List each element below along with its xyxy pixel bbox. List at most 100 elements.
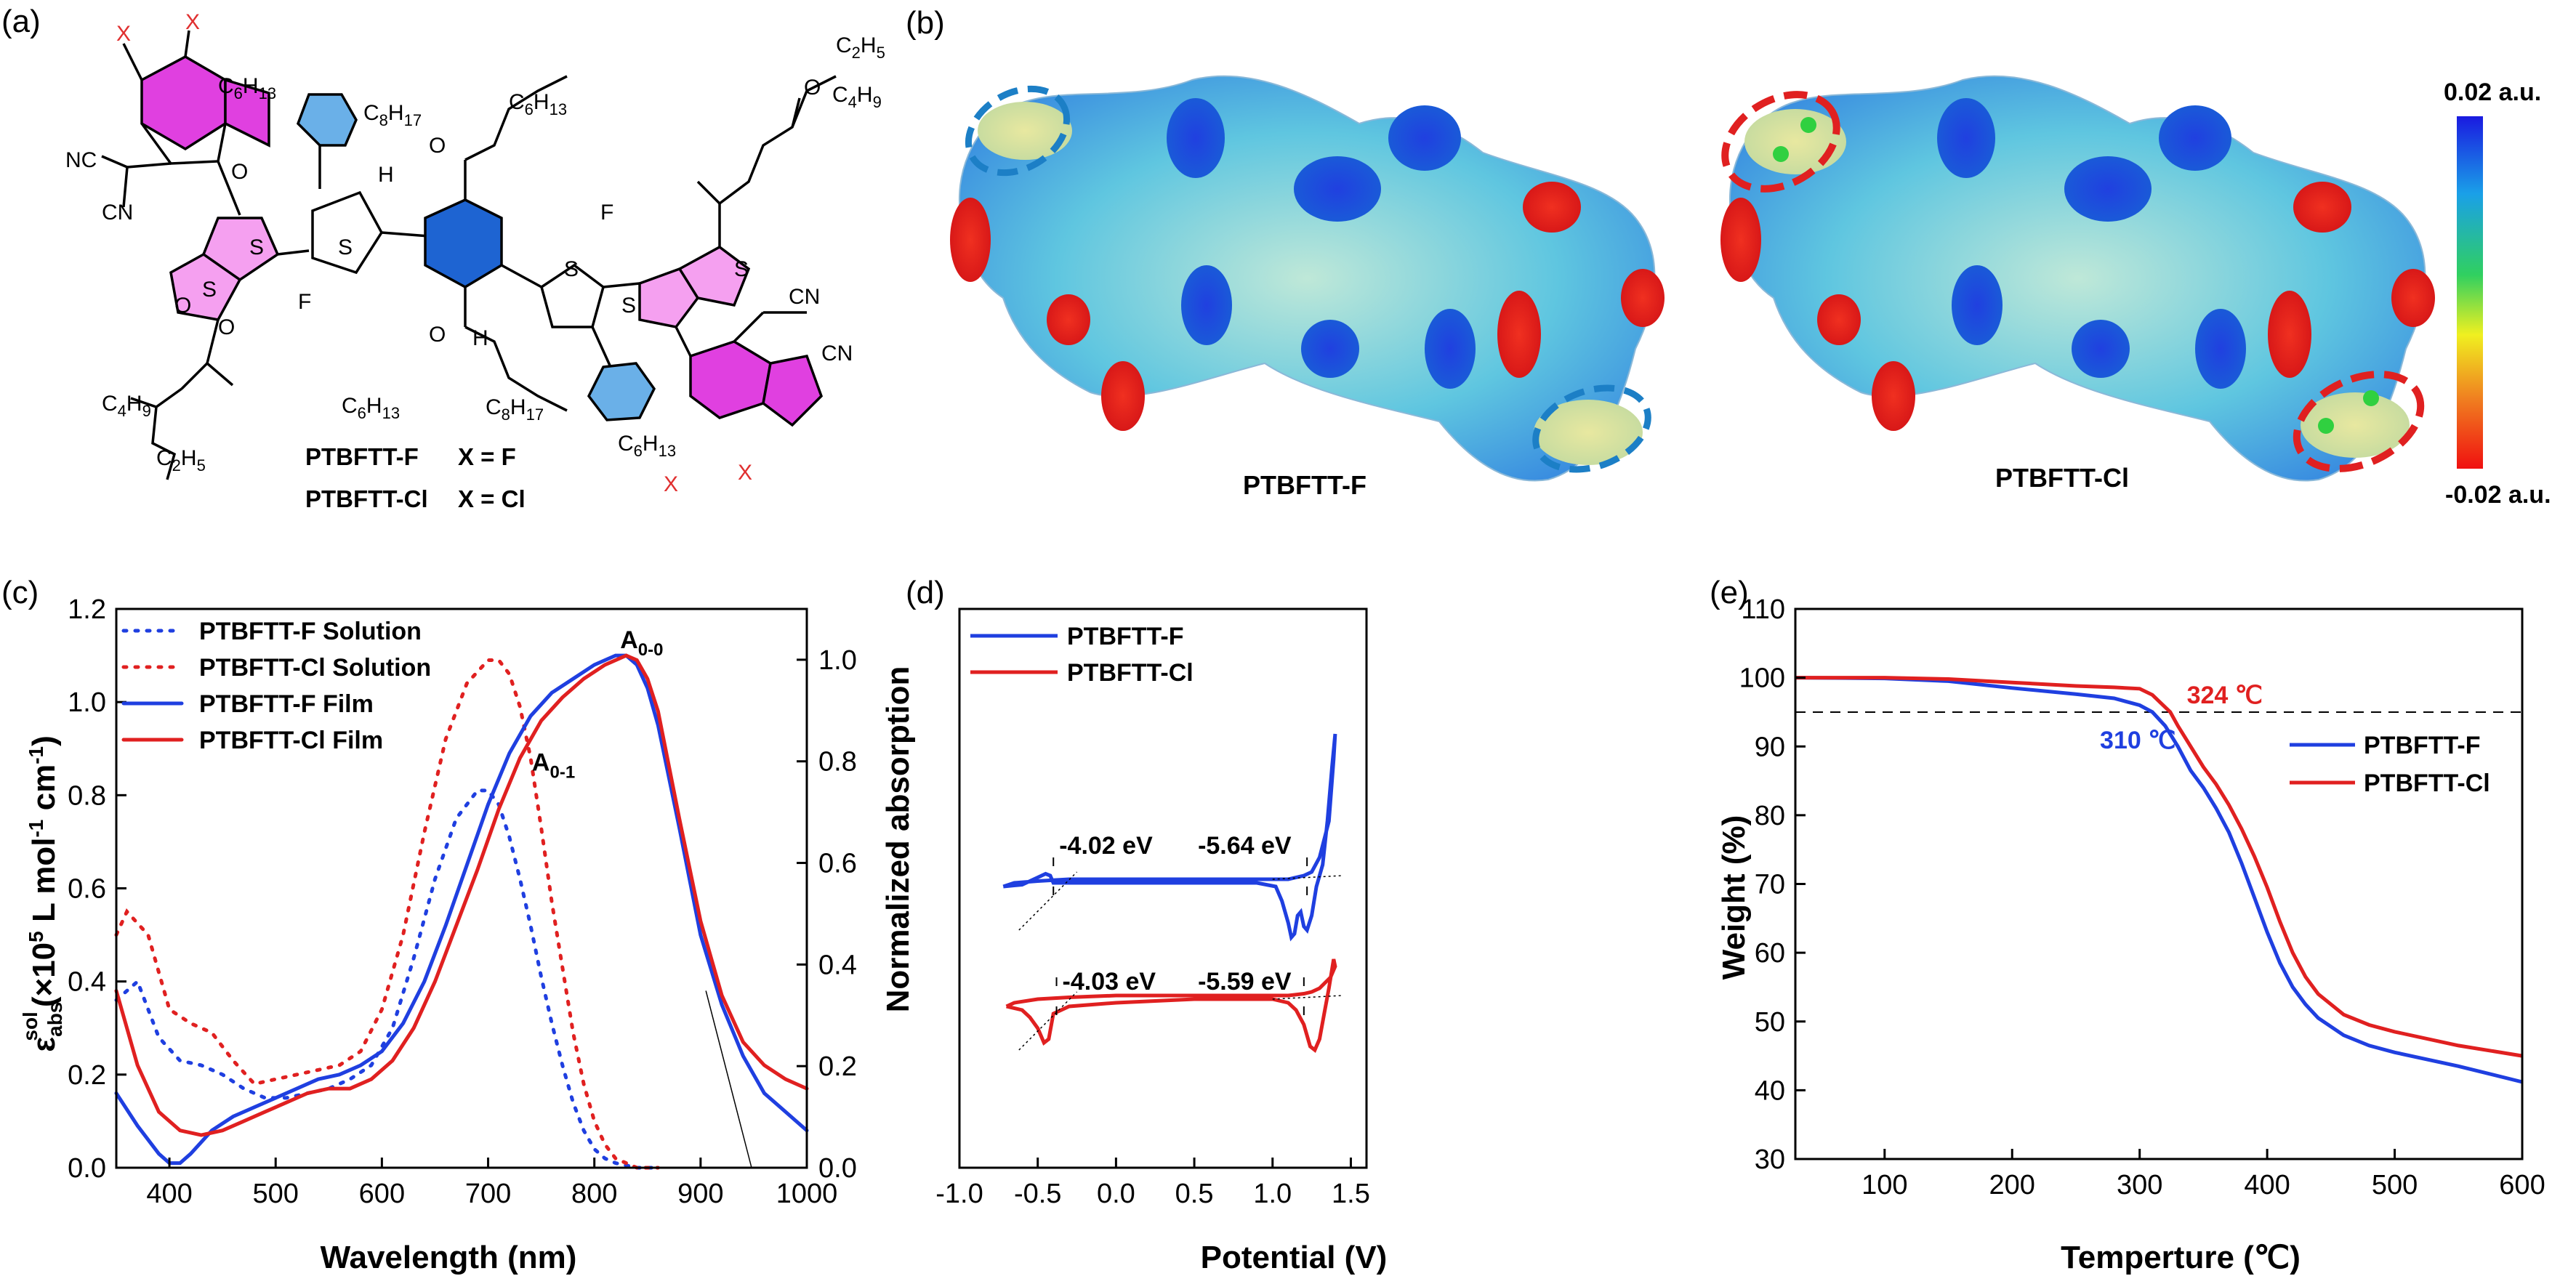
legend-name-f: PTBFTT-F <box>305 443 419 470</box>
absorption-x-tick-label: 900 <box>677 1179 723 1209</box>
cv-tangent <box>1272 995 1343 1000</box>
atom-x-4: X <box>738 461 752 485</box>
absorption-y-label-left: εabssol(×105 L mol-1 cm-1) <box>19 735 66 1052</box>
atom-h-2: H <box>472 326 488 350</box>
atom-s-5: S <box>621 294 636 318</box>
cv-x-label: Potential (V) <box>1201 1240 1388 1275</box>
absorption-legend-label: PTBFTT-Cl Solution <box>199 654 431 682</box>
atom-x-1: X <box>116 22 131 46</box>
absorption-y-tick-label: 0.8 <box>68 780 106 811</box>
tga-x-tick-label: 400 <box>2244 1170 2290 1200</box>
esp-maps: PTBFTT-F PTBFTT-Cl 0.02 a.u. -0.02 a.u. <box>950 75 2551 509</box>
absorption-x-tick-label: 600 <box>359 1179 405 1209</box>
cv-x-tick-label: 0.0 <box>1097 1179 1135 1209</box>
tga-y-tick-label: 30 <box>1755 1144 1785 1175</box>
molecule-structure: X X X X O O O O O O S S S S S S H H F F … <box>65 10 885 512</box>
absorption-y2-tick-label: 0.8 <box>818 747 857 778</box>
atom-cn-2: CN <box>789 285 820 309</box>
atom-cn-3: CN <box>821 342 853 366</box>
cv-annotation: -4.03 eV <box>1063 968 1156 996</box>
absorption-y-tick-label: 1.2 <box>68 594 106 625</box>
absorption-series-2 <box>114 653 809 1166</box>
cv-x-tick-label: -0.5 <box>1014 1179 1061 1209</box>
tga-y-tick-label: 60 <box>1755 938 1785 969</box>
absorption-y-tick-label: 0.2 <box>68 1060 106 1091</box>
atom-o-1: O <box>231 160 248 184</box>
tga-annotation-f: 310 ℃ <box>2100 727 2175 754</box>
absorption-axes: 400 500 600 700 800 900 10000.00.20.40.60.81.0… <box>68 594 857 1209</box>
esp-molecule-f <box>950 75 1665 482</box>
absorption-y-tick-label: 0.4 <box>68 967 106 998</box>
chain-c6h13-4: C6H13 <box>618 432 676 460</box>
atom-x-2: X <box>185 10 200 34</box>
atom-f-2: F <box>600 201 613 225</box>
legend-name-cl: PTBFTT-Cl <box>305 485 428 512</box>
absorption-y-tick-label: 1.0 <box>68 687 106 718</box>
atom-o-3: O <box>174 294 191 318</box>
tga-x-tick-label: 500 <box>2372 1170 2418 1200</box>
atom-o-6: O <box>804 76 821 100</box>
tga-y-tick-label: 90 <box>1755 732 1785 762</box>
chain-c4h9-2: C4H9 <box>832 83 882 111</box>
esp-label-f: PTBFTT-F <box>1243 470 1367 500</box>
cv-x-tick-label: 1.0 <box>1253 1179 1292 1209</box>
tga-y-label: Weight (%) <box>1716 815 1752 980</box>
chain-c2h5-2: C2H5 <box>836 33 885 62</box>
cv-series-1 <box>1005 958 1337 1053</box>
cv-x-tick-label: -1.0 <box>935 1179 983 1209</box>
tga-series-0 <box>1795 676 2523 1084</box>
left-benzene-ring <box>140 54 227 151</box>
tga-y-tick-label: 50 <box>1755 1007 1785 1038</box>
absorption-x-tick-label: 400 <box>146 1179 192 1209</box>
tga-chart: 100 200 300 400 500 600 30 40 50 60 70 80 90 100 110 31… <box>1716 594 2545 1275</box>
absorption-legend-label: PTBFTT-F Film <box>199 690 374 718</box>
absorption-chart: 400 500 600 700 800 900 10000.00.20.40.60.81.0… <box>19 594 916 1275</box>
legend-x-f: X = F <box>458 443 516 470</box>
atom-s-4: S <box>564 257 579 281</box>
tga-series-1 <box>1795 676 2523 1058</box>
cv-annotation: -5.64 eV <box>1198 832 1292 860</box>
chain-c6h13-1: C6H13 <box>218 74 276 102</box>
central-ring <box>424 198 503 289</box>
tga-y-tick-label: 40 <box>1755 1075 1785 1106</box>
legend-x-cl: X = Cl <box>458 485 526 512</box>
absorption-y2-tick-label: 0.2 <box>818 1051 857 1082</box>
cv-axes: -1.0 -0.5 0.0 0.5 1.0 1.5 -4.02 eV -5.64 eV -4.0… <box>935 607 1370 1209</box>
cv-tangent <box>1272 875 1343 880</box>
tga-axes: 100 200 300 400 500 600 30 40 50 60 70 80 90 100 110 31… <box>1739 594 2545 1200</box>
chain-c8h17-2: C8H17 <box>486 395 544 424</box>
absorption-x-tick-label: 500 <box>253 1179 299 1209</box>
chain-c8h17-1: C8H17 <box>363 101 422 129</box>
absorption-legend: PTBFTT-F Solution PTBFTT-Cl Solution PTBFT… <box>121 618 431 754</box>
absorption-x-tick-label: 800 <box>571 1179 617 1209</box>
absorption-y2-tick-label: 0.4 <box>818 950 857 980</box>
atom-s-3: S <box>338 235 353 259</box>
esp-scale-top: 0.02 a.u. <box>2444 78 2541 106</box>
absorption-series-1 <box>114 658 660 1170</box>
left-thiophene <box>201 217 280 282</box>
panel-label-a: (a) <box>1 4 41 39</box>
panel-label-c: (c) <box>1 575 39 610</box>
cv-x-tick-label: 1.5 <box>1332 1179 1370 1209</box>
tga-y-tick-label: 80 <box>1755 801 1785 831</box>
chain-c6h13-3: C6H13 <box>342 394 400 422</box>
absorption-y2-tick-label: 0.6 <box>818 849 857 879</box>
tga-legend: PTBFTT-F PTBFTT-Cl <box>2290 732 2490 797</box>
chain-c4h9-1: C4H9 <box>102 392 151 420</box>
atom-cn-1: CN <box>102 201 133 225</box>
absorption-x-label: Wavelength (nm) <box>321 1240 577 1275</box>
esp-color-scale <box>2457 116 2483 469</box>
absorption-y-label-right: Normalized absorption <box>880 666 916 1013</box>
cv-legend-label: PTBFTT-F <box>1067 623 1184 650</box>
cv-legend: PTBFTT-F PTBFTT-Cl <box>970 623 1194 687</box>
absorption-onset-tangent <box>705 990 752 1168</box>
tga-y-tick-label: 70 <box>1755 870 1785 900</box>
tga-legend-label: PTBFTT-Cl <box>2364 770 2490 797</box>
absorption-x-tick-label: 700 <box>465 1179 511 1209</box>
tga-x-tick-label: 100 <box>1861 1170 1907 1200</box>
absorption-series-0 <box>114 788 660 1170</box>
panel-label-d: (d) <box>906 575 945 610</box>
panel-label-b: (b) <box>906 5 945 41</box>
esp-scale-bottom: -0.02 a.u. <box>2445 481 2551 509</box>
